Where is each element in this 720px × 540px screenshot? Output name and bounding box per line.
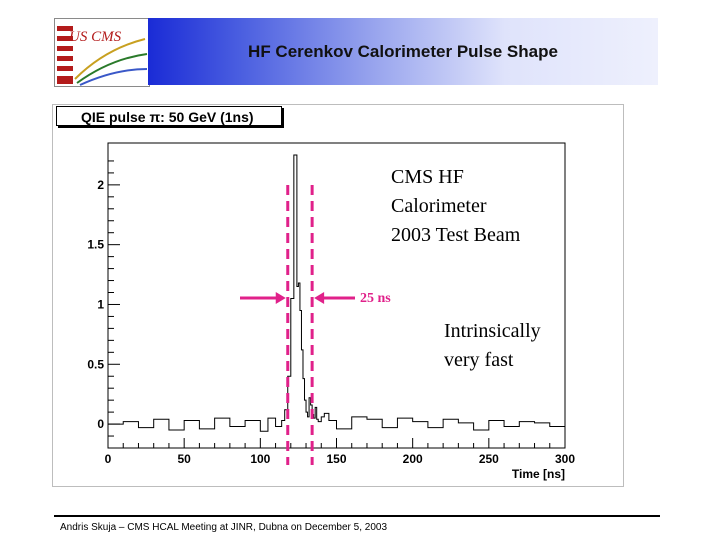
- header-bar: [148, 18, 658, 85]
- fast-annotation: Intrinsically very fast: [444, 317, 594, 375]
- x-tick-label: 250: [479, 452, 499, 466]
- footer-divider: [54, 515, 660, 517]
- logo-text: US CMS: [69, 29, 122, 45]
- beam-line-2: Calorimeter: [391, 195, 487, 217]
- test-beam-annotation: CMS HF Calorimeter 2003 Test Beam: [391, 163, 591, 250]
- plot-frame: [52, 104, 624, 487]
- x-axis-label: Time [ns]: [512, 467, 565, 481]
- beam-line-3: 2003 Test Beam: [391, 224, 521, 246]
- width-label: 25 ns: [360, 291, 391, 306]
- arrow-left-head: [275, 292, 286, 304]
- y-tick-label: 2: [97, 178, 104, 192]
- arrow-right-head: [314, 292, 325, 304]
- footer-text: Andris Skuja – CMS HCAL Meeting at JINR,…: [60, 522, 388, 533]
- y-tick-label: 1.5: [87, 238, 104, 252]
- y-tick-label: 0: [97, 417, 104, 431]
- x-tick-label: 50: [177, 452, 191, 466]
- fast-line-2: very fast: [444, 349, 514, 371]
- x-tick-label: 300: [555, 452, 575, 466]
- cms-logo: US CMS: [54, 18, 150, 87]
- y-tick-label: 0.5: [87, 357, 104, 371]
- beam-line-1: CMS HF: [391, 166, 464, 188]
- fast-line-1: Intrinsically: [444, 320, 541, 342]
- x-tick-label: 0: [105, 452, 112, 466]
- x-tick-label: 150: [326, 452, 346, 466]
- y-tick-label: 1: [97, 297, 104, 311]
- x-tick-label: 100: [250, 452, 270, 466]
- x-tick-label: 200: [403, 452, 423, 466]
- slide-title: HF Cerenkov Calorimeter Pulse Shape: [248, 41, 558, 61]
- cms-logo-graphic: US CMS: [57, 21, 148, 86]
- pulse-series-line: [108, 154, 566, 432]
- histogram-title: QIE pulse π: 50 GeV (1ns): [56, 106, 282, 126]
